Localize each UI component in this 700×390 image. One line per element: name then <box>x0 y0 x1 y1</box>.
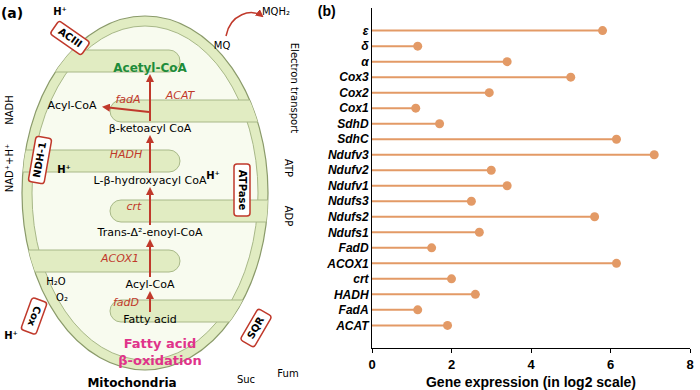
svg-text:H⁺: H⁺ <box>57 164 71 175</box>
svg-text:Ndufv1: Ndufv1 <box>328 179 369 193</box>
svg-text:Gene expression (in log2 scale: Gene expression (in log2 scale) <box>426 374 636 390</box>
svg-text:6: 6 <box>607 357 614 372</box>
svg-text:crt: crt <box>353 272 369 286</box>
svg-text:α: α <box>361 55 369 69</box>
svg-text:Suc: Suc <box>237 374 255 385</box>
svg-text:β-oxidation: β-oxidation <box>118 353 201 368</box>
svg-text:Fum: Fum <box>277 368 298 379</box>
svg-text:(a): (a) <box>1 5 23 21</box>
svg-text:ACOX1: ACOX1 <box>100 252 139 265</box>
svg-text:Trans-Δ²-enoyl-CoA: Trans-Δ²-enoyl-CoA <box>97 226 203 239</box>
svg-text:H⁺: H⁺ <box>53 6 67 17</box>
svg-text:ε: ε <box>363 24 369 38</box>
svg-text:Cox3: Cox3 <box>339 70 369 84</box>
svg-text:Ndufv3: Ndufv3 <box>328 148 369 162</box>
svg-text:Ndufs2: Ndufs2 <box>328 210 369 224</box>
svg-text:HADH: HADH <box>110 148 143 161</box>
svg-text:H⁺: H⁺ <box>4 330 18 341</box>
svg-text:SQR: SQR <box>245 315 266 341</box>
svg-text:fadD: fadD <box>113 296 139 309</box>
svg-text:SdhD: SdhD <box>337 117 369 131</box>
svg-text:Fatty acid: Fatty acid <box>124 336 197 351</box>
svg-text:Mitochondria: Mitochondria <box>87 376 176 390</box>
svg-text:MQH₂: MQH₂ <box>262 6 290 17</box>
svg-text:ATP: ATP <box>283 159 294 177</box>
svg-text:Acyl-CoA: Acyl-CoA <box>48 99 97 112</box>
svg-text:Cox: Cox <box>26 305 44 329</box>
svg-text:Ndufv2: Ndufv2 <box>328 163 369 177</box>
svg-text:Cox1: Cox1 <box>339 101 369 115</box>
svg-text:NAD⁺+H⁺: NAD⁺+H⁺ <box>4 144 15 192</box>
svg-text:8: 8 <box>686 357 693 372</box>
svg-text:FadD: FadD <box>339 241 369 255</box>
svg-text:MQ: MQ <box>214 40 231 51</box>
svg-text:Ndufs3: Ndufs3 <box>328 194 369 208</box>
svg-text:Cox2: Cox2 <box>339 86 369 100</box>
svg-text:4: 4 <box>527 357 535 372</box>
svg-text:Electron transport: Electron transport <box>289 43 300 133</box>
svg-text:Acyl-CoA: Acyl-CoA <box>126 278 175 291</box>
svg-text:Fatty acid: Fatty acid <box>123 313 177 326</box>
svg-text:FadA: FadA <box>339 303 369 317</box>
svg-text:Ndufs1: Ndufs1 <box>328 226 369 240</box>
svg-text:SdhC: SdhC <box>337 132 369 146</box>
svg-text:ACIII: ACIII <box>56 26 84 50</box>
svg-text:H₂O: H₂O <box>46 276 66 287</box>
svg-text:L-β-hydroxyacyl CoA: L-β-hydroxyacyl CoA <box>94 174 207 187</box>
svg-text:ADP: ADP <box>283 206 294 227</box>
svg-text:ACAT: ACAT <box>165 89 196 102</box>
svg-text:ATPase: ATPase <box>237 170 248 211</box>
svg-text:Acetyl-CoA: Acetyl-CoA <box>113 61 187 75</box>
svg-text:ACOX1: ACOX1 <box>326 257 369 271</box>
svg-text:HADH: HADH <box>334 288 369 302</box>
svg-text:β-ketoacyl CoA: β-ketoacyl CoA <box>109 122 192 135</box>
svg-text:fadA: fadA <box>115 93 140 106</box>
svg-text:(b): (b) <box>318 3 336 19</box>
svg-text:δ: δ <box>361 39 369 53</box>
svg-text:NADH: NADH <box>4 95 15 125</box>
svg-text:ACAT: ACAT <box>335 319 370 333</box>
svg-text:H⁺: H⁺ <box>206 170 220 181</box>
svg-text:NDH-1: NDH-1 <box>31 141 48 179</box>
svg-text:O₂: O₂ <box>56 292 68 303</box>
svg-text:2: 2 <box>448 357 455 372</box>
svg-text:0: 0 <box>368 357 375 372</box>
svg-text:crt: crt <box>127 200 143 213</box>
